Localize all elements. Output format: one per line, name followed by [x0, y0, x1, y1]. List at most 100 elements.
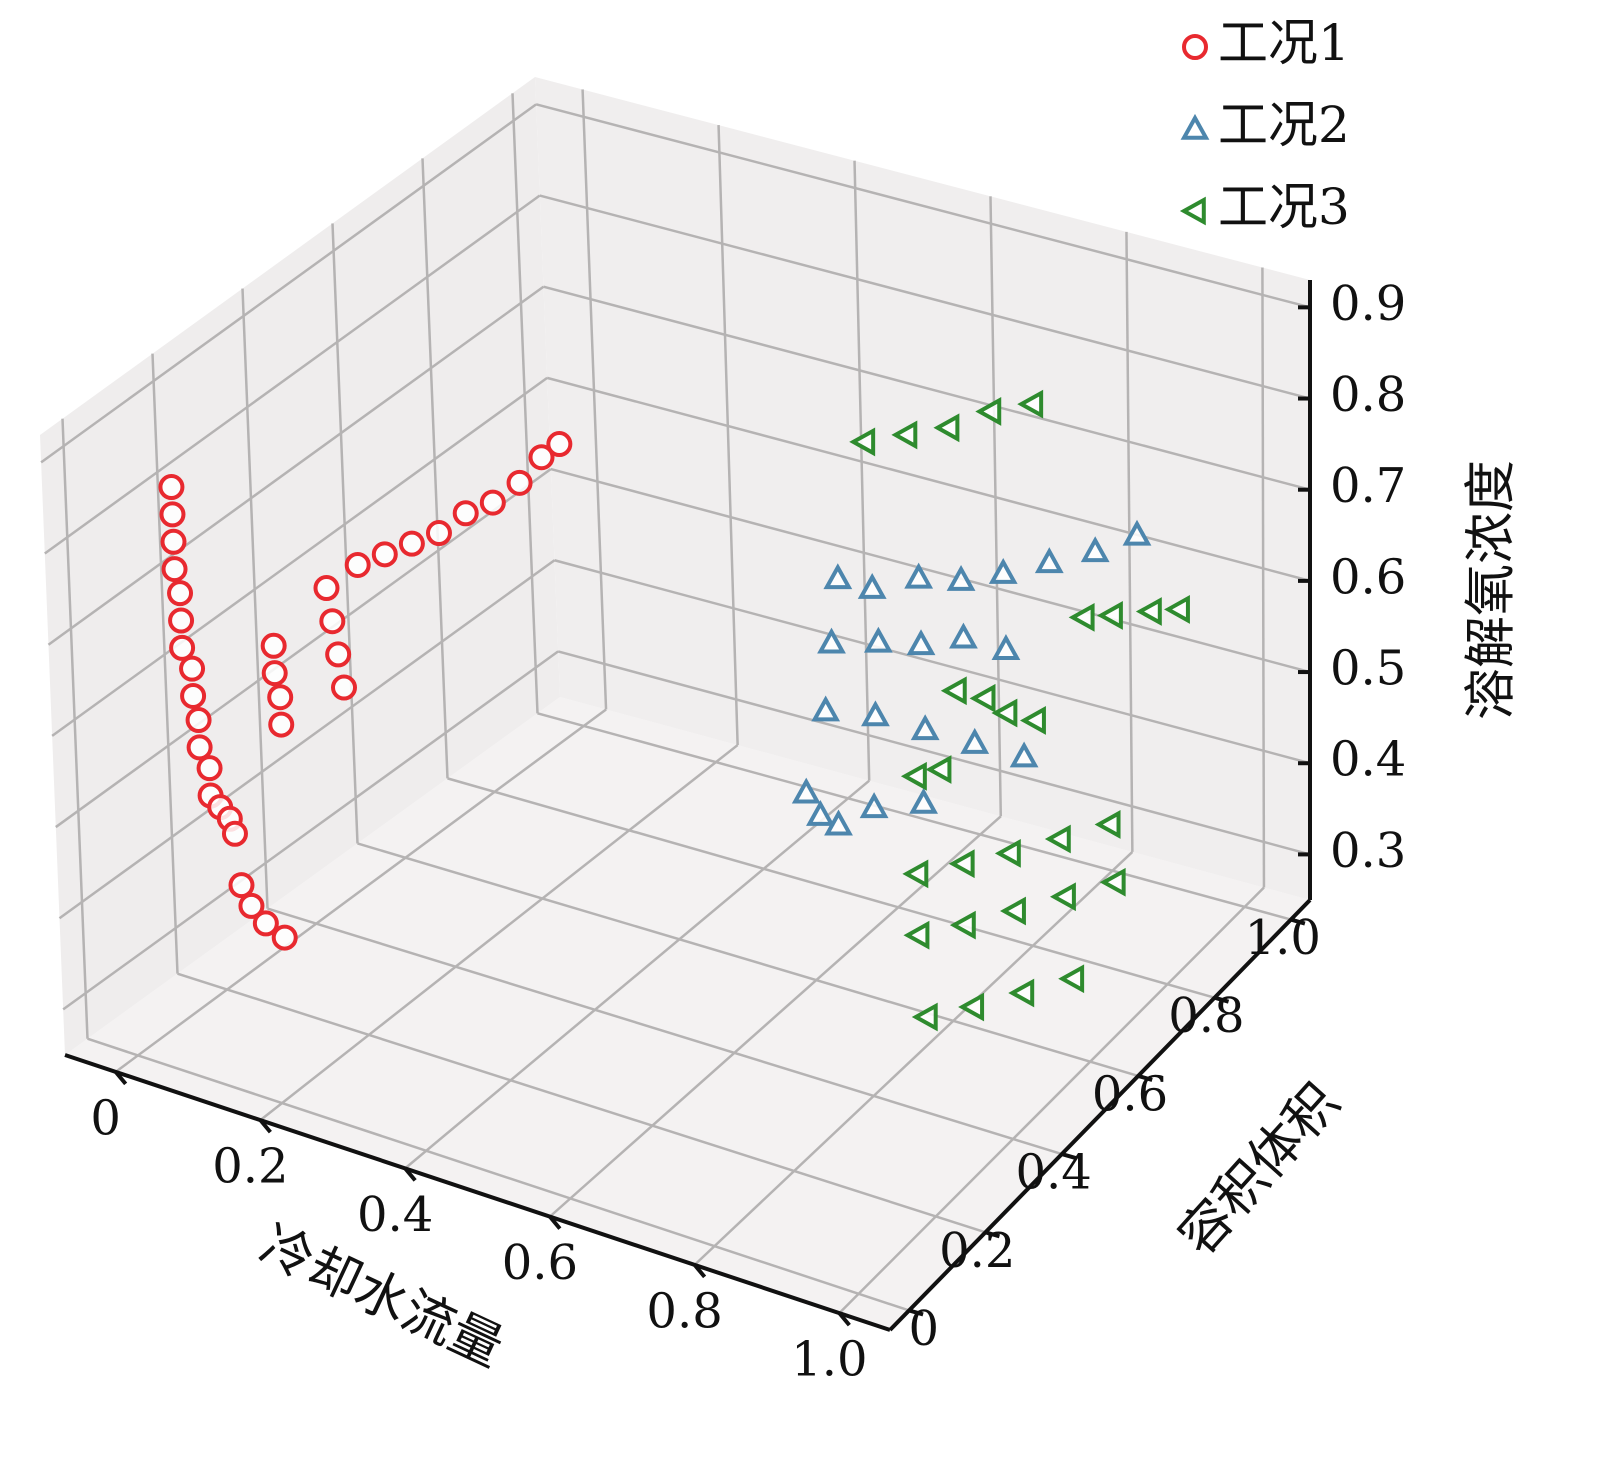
grid-line — [693, 851, 1134, 1266]
tick-mark — [1213, 995, 1230, 1004]
point — [1017, 389, 1044, 419]
point — [260, 632, 287, 659]
z-axis-label: 溶解氧浓度 — [1462, 460, 1522, 720]
point — [1034, 547, 1064, 574]
point — [988, 557, 1018, 584]
point — [344, 551, 371, 578]
point — [158, 474, 185, 501]
grid-line — [357, 842, 1139, 1078]
point — [906, 629, 936, 656]
point — [1080, 536, 1110, 563]
point — [1164, 595, 1190, 624]
point — [196, 755, 223, 782]
point — [1008, 978, 1035, 1008]
grid-line — [546, 376, 1311, 583]
tick-mark — [114, 1070, 128, 1086]
point — [528, 444, 555, 471]
point — [933, 413, 960, 443]
grid-line — [717, 125, 739, 746]
point — [452, 500, 479, 527]
grid-line — [554, 559, 1311, 765]
grid-line — [87, 1037, 910, 1312]
point — [319, 608, 346, 635]
point — [371, 541, 398, 568]
x-tick-label: 0.2 — [212, 1139, 288, 1195]
point — [969, 683, 996, 713]
point — [940, 676, 967, 706]
point — [268, 711, 295, 738]
tick-mark — [1137, 1073, 1153, 1082]
tick-mark — [258, 1118, 272, 1134]
point — [185, 707, 212, 734]
point — [1135, 597, 1162, 626]
point — [991, 698, 1018, 728]
legend-label: 工况2 — [1218, 96, 1350, 154]
grid-line — [557, 650, 1311, 856]
grid-line — [267, 907, 1063, 1156]
grid-line — [853, 160, 871, 781]
point — [1049, 882, 1076, 912]
point — [1179, 196, 1206, 226]
point — [159, 501, 186, 528]
point — [1044, 824, 1071, 854]
point — [313, 575, 340, 602]
point — [910, 714, 940, 741]
y-axis-label: 容积体积 — [1168, 1072, 1352, 1267]
point — [904, 562, 934, 589]
point — [252, 910, 279, 937]
grid-line — [61, 418, 89, 1039]
point — [179, 655, 206, 682]
z-tick-label: 0.7 — [1330, 458, 1406, 514]
point — [1068, 602, 1095, 632]
point — [261, 660, 288, 687]
x-tick-label: 0.6 — [502, 1235, 578, 1291]
point — [271, 924, 298, 951]
grid-line — [51, 376, 548, 737]
grid-line — [537, 712, 1292, 921]
grid-line — [1261, 267, 1266, 888]
z-tick-label: 0.9 — [1330, 276, 1406, 332]
point — [811, 695, 841, 722]
point — [186, 734, 213, 761]
grid-line — [581, 89, 608, 710]
grid-line — [114, 708, 607, 1073]
point — [168, 607, 195, 634]
point — [1096, 601, 1123, 630]
y-tick-label: 0 — [909, 1301, 940, 1357]
grid-line — [838, 886, 1265, 1314]
point — [975, 397, 1002, 426]
point — [994, 838, 1021, 868]
point — [325, 641, 352, 668]
point — [958, 992, 985, 1022]
tick-mark — [403, 1167, 417, 1182]
y-tick-label: 0.4 — [1015, 1145, 1091, 1201]
grid-line — [55, 468, 552, 829]
point — [902, 859, 929, 889]
point — [824, 809, 853, 836]
point — [1020, 706, 1046, 735]
point — [1000, 896, 1026, 926]
point — [909, 787, 938, 814]
point — [167, 580, 194, 607]
point — [791, 777, 821, 804]
point — [1009, 741, 1039, 768]
grid-line — [535, 103, 1311, 309]
point — [221, 820, 248, 847]
back-pane — [535, 77, 1310, 900]
grid-line — [259, 744, 739, 1122]
point — [900, 761, 927, 791]
point — [425, 520, 452, 547]
point — [169, 634, 196, 661]
point — [817, 627, 846, 654]
grid-line — [47, 285, 545, 646]
point — [925, 755, 952, 784]
point — [398, 530, 425, 557]
grid-line — [44, 194, 541, 555]
point — [1058, 964, 1085, 994]
point — [960, 727, 990, 754]
legend-label: 工况3 — [1218, 178, 1350, 236]
tick-mark — [984, 1230, 1001, 1239]
point — [946, 564, 976, 591]
tick-mark — [1061, 1152, 1077, 1161]
